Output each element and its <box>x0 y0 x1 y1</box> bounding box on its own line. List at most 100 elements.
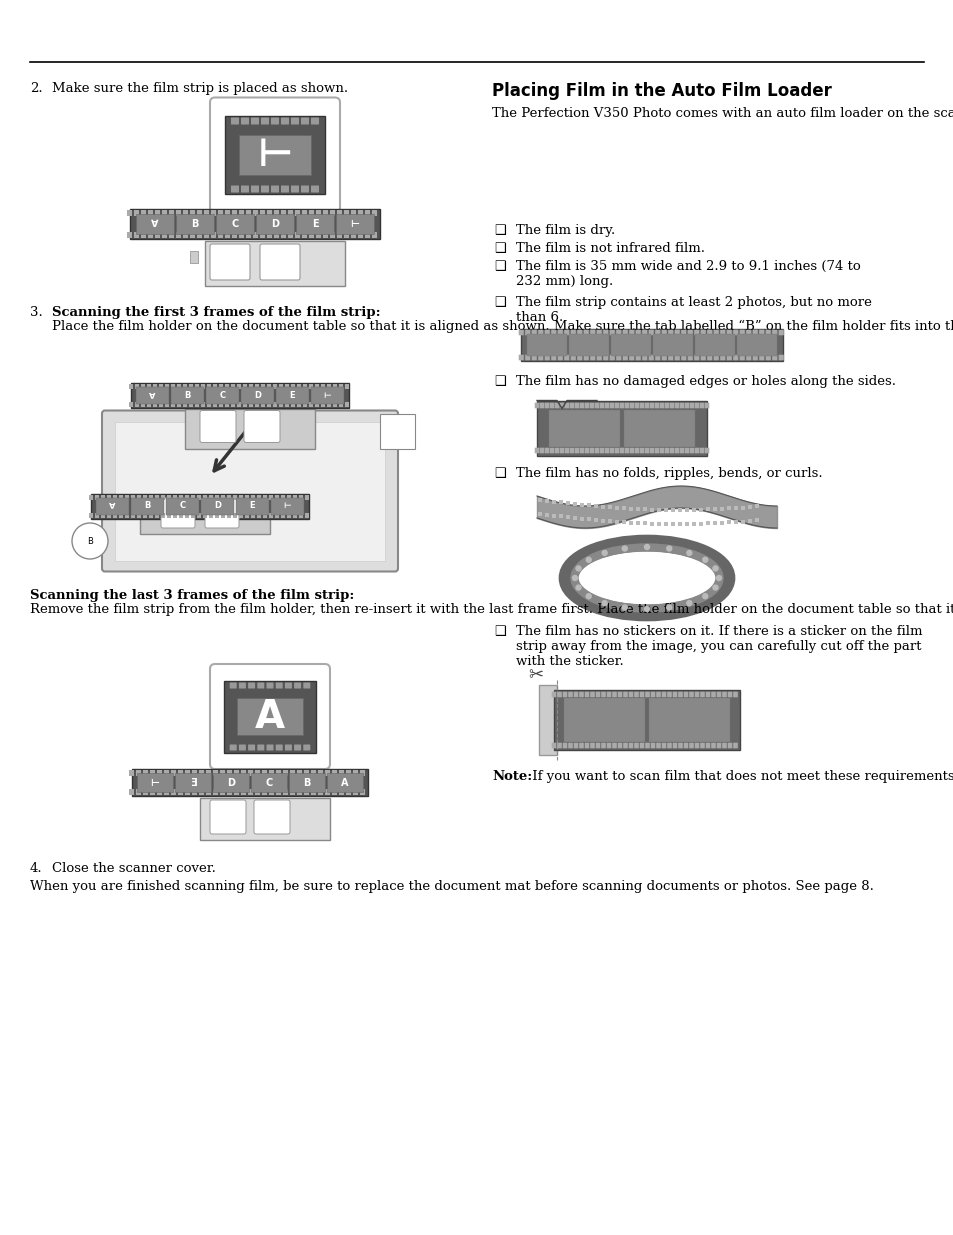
FancyBboxPatch shape <box>661 354 666 361</box>
Bar <box>263 513 267 517</box>
Bar <box>191 210 195 216</box>
Bar <box>565 501 569 505</box>
FancyBboxPatch shape <box>617 742 621 748</box>
FancyBboxPatch shape <box>634 403 639 409</box>
FancyBboxPatch shape <box>619 403 623 409</box>
FancyBboxPatch shape <box>759 354 763 361</box>
Bar <box>699 521 702 526</box>
Bar <box>231 384 234 389</box>
FancyBboxPatch shape <box>699 403 703 409</box>
FancyBboxPatch shape <box>549 403 554 409</box>
FancyBboxPatch shape <box>759 330 763 335</box>
Bar <box>112 513 117 517</box>
Text: 2.: 2. <box>30 82 43 95</box>
Bar <box>141 210 147 216</box>
Circle shape <box>572 576 577 580</box>
Bar <box>107 513 111 517</box>
Bar <box>275 387 309 404</box>
Text: x: x <box>555 690 558 697</box>
Text: ❑: ❑ <box>494 467 505 480</box>
FancyBboxPatch shape <box>678 742 682 748</box>
FancyBboxPatch shape <box>666 692 671 698</box>
FancyBboxPatch shape <box>628 692 633 698</box>
Bar <box>151 769 155 776</box>
Bar <box>360 789 365 795</box>
Bar <box>130 209 379 240</box>
FancyBboxPatch shape <box>705 742 710 748</box>
FancyBboxPatch shape <box>564 403 569 409</box>
FancyBboxPatch shape <box>577 354 581 361</box>
FancyBboxPatch shape <box>102 410 397 572</box>
Bar <box>212 232 216 238</box>
FancyBboxPatch shape <box>700 354 705 361</box>
FancyBboxPatch shape <box>231 185 239 193</box>
FancyBboxPatch shape <box>694 448 699 453</box>
Bar <box>297 769 302 776</box>
FancyBboxPatch shape <box>590 692 594 698</box>
Bar <box>129 384 132 389</box>
FancyBboxPatch shape <box>271 185 278 193</box>
Bar <box>183 384 187 389</box>
Bar <box>129 403 132 408</box>
Bar <box>283 769 288 776</box>
Bar <box>327 773 363 792</box>
FancyBboxPatch shape <box>285 745 292 751</box>
FancyBboxPatch shape <box>699 448 703 453</box>
Bar <box>636 506 639 511</box>
Bar <box>185 409 314 448</box>
FancyBboxPatch shape <box>634 742 639 748</box>
Bar <box>174 773 211 792</box>
Bar <box>213 773 249 792</box>
Circle shape <box>712 566 718 571</box>
Bar <box>554 690 740 750</box>
Circle shape <box>576 566 580 571</box>
Bar <box>273 403 276 408</box>
FancyBboxPatch shape <box>664 403 669 409</box>
Bar <box>251 494 254 499</box>
Bar <box>197 232 202 238</box>
FancyBboxPatch shape <box>578 742 583 748</box>
Bar <box>295 214 334 233</box>
Bar <box>747 505 751 509</box>
Bar <box>176 232 181 238</box>
FancyBboxPatch shape <box>600 692 605 698</box>
Bar <box>733 520 738 524</box>
Text: ∀: ∀ <box>149 391 155 400</box>
Bar <box>248 789 253 795</box>
Bar <box>276 789 281 795</box>
FancyBboxPatch shape <box>628 742 633 748</box>
FancyBboxPatch shape <box>641 330 647 335</box>
Bar <box>227 513 231 517</box>
Bar <box>131 383 349 408</box>
Bar <box>642 521 646 525</box>
FancyBboxPatch shape <box>726 330 731 335</box>
Bar <box>225 232 231 238</box>
FancyBboxPatch shape <box>672 692 677 698</box>
Bar <box>220 789 225 795</box>
Bar <box>283 789 288 795</box>
Bar <box>316 210 321 216</box>
Bar <box>274 210 279 216</box>
FancyBboxPatch shape <box>583 330 588 335</box>
Bar <box>119 494 123 499</box>
Bar <box>191 494 194 499</box>
FancyBboxPatch shape <box>706 330 712 335</box>
Bar <box>220 769 225 776</box>
FancyBboxPatch shape <box>650 692 655 698</box>
Bar <box>149 513 152 517</box>
Text: Scanning the last 3 frames of the film strip:: Scanning the last 3 frames of the film s… <box>30 589 354 601</box>
Text: Close the scanner cover.: Close the scanner cover. <box>52 862 215 876</box>
FancyBboxPatch shape <box>672 742 677 748</box>
Bar <box>325 789 330 795</box>
FancyBboxPatch shape <box>303 745 310 751</box>
FancyBboxPatch shape <box>659 403 663 409</box>
FancyBboxPatch shape <box>752 354 757 361</box>
Bar <box>327 403 331 408</box>
Text: C: C <box>265 778 273 788</box>
FancyBboxPatch shape <box>518 354 523 361</box>
FancyBboxPatch shape <box>281 117 289 125</box>
Bar <box>351 232 356 238</box>
Bar <box>149 232 153 238</box>
Bar <box>600 519 604 522</box>
Text: The film has no stickers on it. If there is a sticker on the film
strip away fro: The film has no stickers on it. If there… <box>516 625 922 668</box>
